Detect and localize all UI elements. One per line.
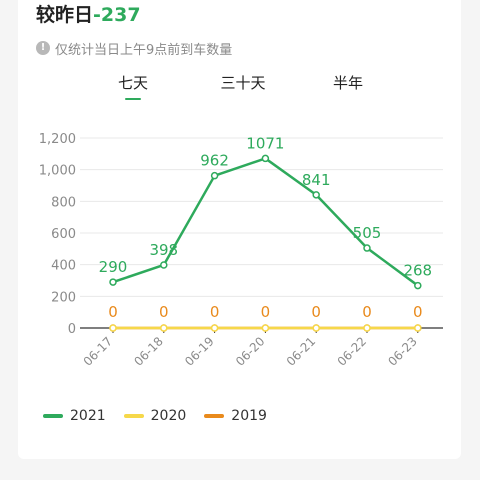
- data-point-2021: [210, 171, 219, 180]
- data-label-2019: 0: [362, 303, 372, 321]
- tab-active-indicator: [125, 98, 141, 100]
- data-point-2020: [261, 324, 270, 332]
- data-point-2020: [363, 324, 371, 332]
- tab-seven-days-label: 七天: [117, 74, 148, 92]
- data-label-2021: 398: [149, 241, 178, 259]
- x-tick-label: 06-19: [182, 334, 217, 369]
- data-point-2021: [363, 244, 371, 252]
- chart-legend: 2021 2020 2019: [43, 406, 267, 426]
- legend-item-2019[interactable]: 2019: [204, 408, 267, 424]
- data-label-2019: 0: [311, 303, 321, 321]
- data-point-2021: [160, 261, 168, 269]
- data-point-2020: [109, 324, 117, 332]
- data-label-2021: 268: [403, 262, 432, 280]
- data-label-2019: 0: [261, 303, 271, 321]
- data-label-2019: 0: [210, 303, 220, 321]
- legend-swatch-2021: [43, 414, 63, 418]
- data-point-2021: [312, 191, 320, 199]
- x-tick-label: 06-17: [81, 334, 116, 369]
- compare-delta: -237: [93, 4, 141, 26]
- compare-label: 较昨日: [36, 4, 94, 26]
- legend-label-2019: 2019: [231, 408, 267, 424]
- compare-headline: 较昨日-237: [36, 2, 141, 28]
- data-point-2021: [414, 281, 422, 290]
- data-label-2021: 505: [353, 224, 382, 242]
- y-tick-label: 400: [51, 259, 76, 274]
- legend-item-2021[interactable]: 2021: [43, 408, 106, 424]
- notice: ! 仅统计当日上午9点前到车数量: [36, 38, 232, 58]
- tab-half-year-label: 半年: [332, 74, 363, 92]
- data-point-2020: [210, 324, 219, 332]
- tab-thirty-days[interactable]: 三十天: [213, 70, 273, 100]
- tab-thirty-days-label: 三十天: [220, 74, 266, 92]
- series-line-2021: [112, 157, 419, 287]
- notice-text: 仅统计当日上午9点前到车数量: [55, 42, 233, 58]
- data-label-2021: 290: [99, 258, 128, 276]
- tab-seven-days[interactable]: 七天: [113, 70, 153, 100]
- data-label-2021: 962: [200, 152, 229, 170]
- data-label-2021: 1071: [246, 134, 284, 152]
- y-tick-label: 1,200: [39, 132, 76, 147]
- stats-card: 较昨日-237 ! 仅统计当日上午9点前到车数量 七天 三十天 半年 0 200 4…: [18, 0, 461, 459]
- y-tick-label: 0: [68, 322, 76, 337]
- x-tick-label: 06-22: [335, 334, 370, 369]
- data-label-2019: 0: [413, 303, 423, 321]
- data-point-2020: [160, 324, 168, 332]
- legend-label-2021: 2021: [70, 408, 106, 424]
- data-point-2021: [109, 278, 117, 286]
- data-point-2020: [414, 324, 422, 332]
- range-tabs: 七天 三十天 半年: [18, 70, 461, 100]
- data-label-2021: 841: [302, 171, 331, 189]
- tab-half-year[interactable]: 半年: [328, 70, 368, 100]
- x-tick-label: 06-18: [131, 334, 166, 369]
- legend-item-2020[interactable]: 2020: [123, 408, 187, 424]
- data-label-2019: 0: [159, 303, 169, 321]
- x-tick-label: 06-21: [284, 334, 319, 369]
- x-tick-label: 06-20: [233, 334, 268, 369]
- data-point-2020: [312, 324, 320, 332]
- info-icon: !: [36, 41, 50, 55]
- legend-swatch-2019: [204, 414, 225, 418]
- legend-label-2020: 2020: [150, 408, 187, 424]
- y-tick-label: 1,000: [39, 164, 76, 179]
- y-tick-label: 800: [51, 195, 76, 210]
- data-label-2019: 0: [108, 303, 118, 321]
- y-tick-label: 600: [51, 227, 76, 242]
- legend-swatch-2020: [123, 414, 144, 418]
- y-tick-label: 200: [51, 290, 76, 305]
- data-point-2021: [261, 154, 270, 163]
- x-tick-label: 06-23: [385, 334, 420, 369]
- line-chart: 0 200 400 600 800 1,000 1,200 06-17 06-18 06-19 06…: [39, 132, 443, 369]
